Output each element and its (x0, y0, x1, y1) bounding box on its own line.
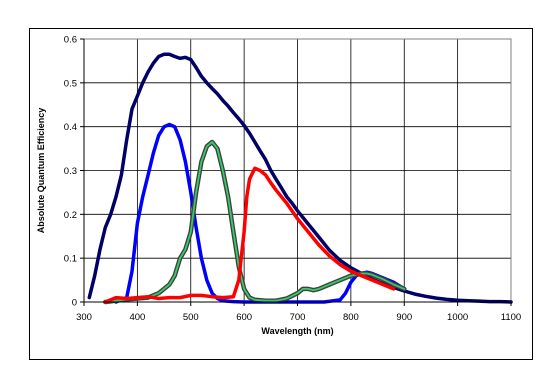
x-tick-label: 1100 (501, 312, 521, 323)
y-tick-label: 0 (72, 298, 77, 309)
series-line (104, 141, 406, 303)
x-tick-label: 900 (396, 312, 412, 323)
x-tick-label: 400 (129, 312, 145, 323)
tick-labels: 300 400 500 600 700 800 900 1000 1100 0 0.1 0.2 0.3 0… (64, 35, 521, 324)
series-line (87, 52, 513, 304)
x-tick-label: 1000 (447, 312, 468, 323)
x-tick-label: 300 (76, 312, 92, 323)
x-tick-label: 500 (183, 312, 199, 323)
y-tick-label: 0.4 (64, 122, 77, 133)
x-tick-label: 800 (343, 312, 359, 323)
y-tick-label: 0.2 (64, 210, 77, 221)
y-tick-label: 0.3 (64, 166, 77, 177)
x-axis-title: Wavelength (nm) (261, 326, 333, 336)
grid (84, 39, 511, 302)
axes (80, 38, 512, 306)
y-tick-label: 0.1 (64, 254, 77, 265)
series-line (103, 166, 396, 304)
y-tick-label: 0.5 (64, 78, 77, 89)
series-layer (87, 52, 513, 305)
y-tick-label: 0.6 (64, 35, 77, 46)
x-tick-label: 600 (236, 312, 252, 323)
y-axis-title: Absolute Quantum Efficiency (36, 108, 46, 234)
x-tick-label: 700 (290, 312, 306, 323)
